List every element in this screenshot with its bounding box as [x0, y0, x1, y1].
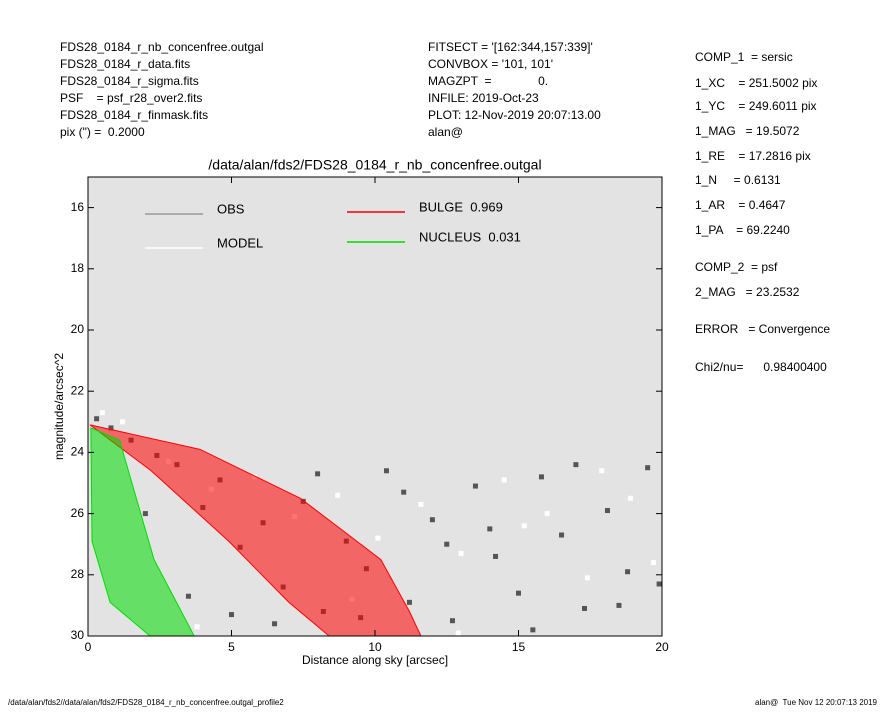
parameter-line: ERROR = Convergence: [695, 322, 830, 336]
parameter-line: 2_MAG = 23.2532: [695, 285, 800, 299]
data-point: [573, 462, 579, 468]
data-point: [406, 599, 412, 605]
parameter-line: Chi2/nu= 0.98400400: [695, 360, 827, 374]
data-point: [650, 560, 656, 566]
data-point: [645, 465, 651, 471]
data-point: [185, 593, 191, 599]
header-left-line: FDS28_0184_r_data.fits: [60, 57, 190, 71]
parameter-line: COMP_1 = sersic: [695, 50, 793, 64]
legend-label: OBS: [217, 201, 245, 216]
header-left-line: FDS28_0184_r_finmask.fits: [60, 108, 208, 122]
data-point: [501, 477, 507, 483]
y-tick-label: 28: [71, 567, 85, 581]
chart-title: /data/alan/fds2/FDS28_0184_r_nb_concenfr…: [208, 157, 541, 173]
parameter-line: 1_AR = 0.4647: [695, 198, 786, 212]
y-tick-label: 22: [71, 383, 85, 397]
footer-left: /data/alan/fds2//data/alan/fds2/FDS28_01…: [8, 698, 284, 707]
legend-label: BULGE 0.969: [419, 199, 503, 214]
data-point: [272, 621, 278, 627]
y-tick-label: 16: [71, 200, 85, 214]
data-point: [458, 550, 464, 556]
y-axis-label: magnitude/arcsec^2: [52, 353, 66, 460]
parameter-line: 1_N = 0.6131: [695, 173, 781, 187]
data-point: [516, 590, 521, 596]
data-point: [530, 627, 536, 633]
header-middle-line: FITSECT = '[162:344,157:339]': [428, 40, 593, 54]
header-middle-line: alan@: [428, 125, 463, 139]
data-point: [625, 569, 631, 575]
data-point: [335, 492, 341, 498]
header-left-line: FDS28_0184_r_nb_concenfree.outgal: [60, 40, 263, 54]
parameter-line: 1_MAG = 19.5072: [695, 124, 800, 138]
data-point: [521, 523, 527, 529]
header-middle-line: CONVBOX = '101, 101': [428, 57, 553, 71]
x-tick-label: 20: [655, 640, 669, 654]
data-point: [429, 517, 435, 523]
data-point: [627, 495, 633, 501]
data-point: [538, 474, 544, 480]
y-tick-label: 24: [71, 445, 85, 459]
data-point: [455, 630, 461, 636]
data-point: [616, 602, 622, 608]
parameter-line: 1_XC = 251.5002 pix: [695, 76, 817, 90]
data-point: [599, 468, 605, 474]
legend-label: MODEL: [217, 235, 263, 250]
x-axis-label: Distance along sky [arcsec]: [302, 653, 448, 667]
data-point: [472, 483, 478, 489]
parameter-line: COMP_2 = psf: [695, 260, 778, 274]
data-point: [229, 612, 234, 618]
data-point: [119, 419, 125, 425]
data-point: [375, 535, 381, 541]
header-middle-line: PLOT: 12-Nov-2019 20:07:13.00: [428, 108, 601, 122]
header-left-line: PSF = psf_r28_over2.fits: [60, 91, 202, 105]
data-point: [418, 501, 424, 507]
y-tick-label: 20: [71, 322, 85, 336]
data-point: [383, 468, 389, 474]
legend-label: NUCLEUS 0.031: [419, 229, 521, 244]
data-point: [544, 511, 550, 517]
header-middle-line: INFILE: 2019-Oct-23: [428, 91, 539, 105]
model-area: [90, 427, 195, 636]
x-tick-label: 10: [368, 640, 382, 654]
parameter-line: 1_YC = 249.6011 pix: [695, 99, 817, 113]
data-point: [444, 541, 450, 547]
data-point: [194, 624, 200, 630]
footer-right: alan@ Tue Nov 12 20:07:13 2019: [755, 698, 878, 707]
x-tick-label: 0: [85, 640, 92, 654]
data-point: [582, 605, 588, 611]
y-tick-label: 18: [71, 261, 85, 275]
data-point: [559, 532, 565, 538]
data-point: [315, 471, 321, 477]
header-middle-line: MAGZPT = 0.: [428, 74, 548, 88]
data-point: [142, 511, 148, 517]
data-point: [656, 581, 662, 587]
parameter-line: 1_RE = 17.2816 pix: [695, 149, 811, 163]
data-point: [108, 425, 114, 431]
data-point: [493, 553, 499, 559]
data-point: [401, 489, 407, 495]
y-tick-label: 30: [71, 628, 85, 642]
x-tick-label: 15: [512, 640, 526, 654]
plot-marks: [89, 410, 662, 636]
data-point: [584, 575, 590, 581]
y-tick-label: 26: [71, 506, 85, 520]
data-point: [94, 416, 100, 422]
data-point: [487, 526, 493, 532]
data-point: [449, 618, 455, 624]
data-point: [604, 508, 610, 514]
data-point: [99, 410, 105, 416]
header-left-line: FDS28_0184_r_sigma.fits: [60, 74, 199, 88]
parameter-line: 1_PA = 69.2240: [695, 223, 790, 237]
x-tick-label: 5: [228, 640, 235, 654]
header-left-line: pix (") = 0.2000: [60, 125, 145, 139]
model-area: [89, 424, 422, 636]
